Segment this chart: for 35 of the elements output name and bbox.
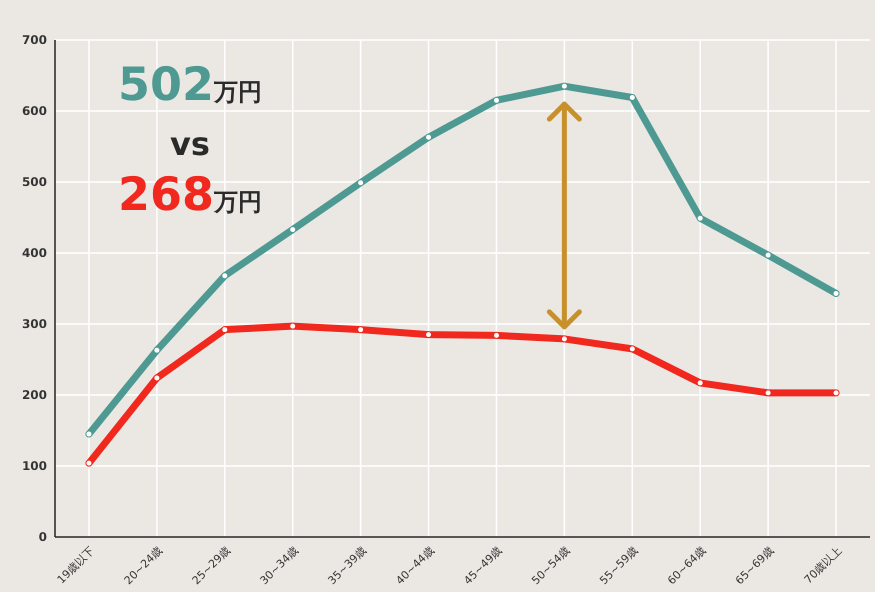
point [764, 389, 772, 396]
y-tick-label: 0 [38, 530, 47, 544]
y-tick-label: 300 [22, 317, 47, 332]
x-tick-label: 19歳以下 [54, 544, 98, 586]
point [425, 331, 432, 338]
point [560, 82, 568, 90]
point [289, 322, 296, 330]
point [357, 179, 364, 186]
point [492, 332, 500, 339]
point [696, 214, 704, 222]
y-tick-label: 200 [22, 388, 47, 402]
point [221, 326, 228, 334]
x-tick-label: 70歳以上 [802, 544, 844, 586]
y-tick-label: 700 [22, 33, 47, 48]
point [696, 379, 704, 386]
point [85, 430, 92, 438]
point [560, 335, 568, 342]
point [221, 272, 228, 280]
point [289, 226, 296, 234]
annotation: vs [170, 125, 210, 163]
point [832, 290, 840, 297]
point [628, 345, 636, 352]
point [85, 460, 92, 467]
y-tick-label: 500 [22, 175, 47, 190]
point [357, 326, 364, 334]
y-tick-label: 600 [22, 104, 47, 118]
point [764, 252, 772, 259]
y-tick-label: 400 [22, 246, 47, 260]
annotation: 268万円 [118, 167, 262, 221]
y-tick-label: 100 [22, 459, 47, 474]
point [832, 389, 840, 396]
annotation: 502万円 [118, 57, 262, 111]
point [153, 346, 160, 354]
point [492, 96, 500, 104]
point [153, 374, 160, 382]
